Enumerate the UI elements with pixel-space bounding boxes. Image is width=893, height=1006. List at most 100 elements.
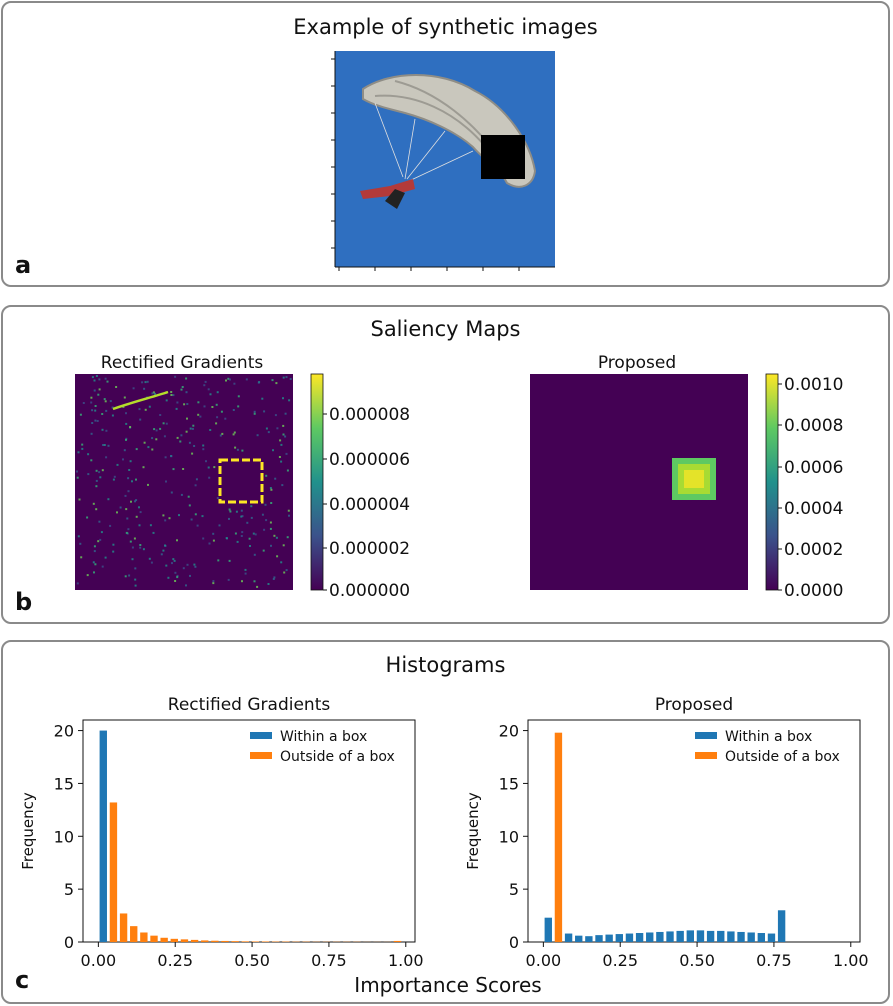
image-axis-ticks: [331, 58, 520, 271]
hist-bar: [747, 932, 755, 942]
right-cbar-tick-5: 0.0002: [784, 540, 843, 560]
noise-dot: [269, 521, 272, 524]
noise-dot: [282, 424, 285, 427]
noise-dot: [171, 562, 173, 565]
noise-dot: [280, 561, 283, 564]
noise-dot: [109, 524, 112, 527]
y-tick-label: 5: [64, 880, 74, 899]
noise-dot: [116, 463, 119, 466]
noise-dot: [282, 376, 285, 379]
noise-dot: [131, 480, 133, 483]
noise-dot: [76, 582, 79, 585]
noise-dot: [77, 535, 80, 538]
noise-dot: [189, 427, 192, 430]
hist-bar: [140, 932, 148, 942]
legend-swatch: [695, 732, 717, 739]
right-cbar-tick-3: 0.0006: [784, 458, 843, 478]
noise-dot: [105, 429, 108, 432]
noise-dot: [237, 405, 240, 408]
hist-bar: [625, 933, 634, 942]
noise-dot: [212, 582, 215, 585]
hist-bar: [656, 931, 664, 942]
noise-dot: [185, 391, 188, 394]
noise-dot: [286, 536, 289, 539]
noise-dot: [220, 410, 223, 413]
noise-dot: [172, 394, 175, 397]
noise-dot: [228, 508, 231, 511]
noise-dot: [134, 584, 137, 587]
noise-dot: [199, 415, 202, 418]
noise-dot: [112, 478, 115, 481]
noise-dot: [92, 561, 95, 564]
noise-dot: [106, 380, 109, 383]
noise-dot: [104, 400, 107, 403]
noise-dot: [142, 466, 145, 469]
noise-dot: [185, 430, 188, 433]
noise-dot: [115, 386, 118, 388]
hist-bar: [757, 933, 766, 942]
hist-bar: [130, 926, 138, 942]
noise-dot: [90, 432, 93, 435]
noise-dot: [131, 546, 134, 549]
noise-dot: [225, 537, 228, 540]
noise-dot: [212, 532, 215, 535]
noise-dot: [159, 414, 162, 416]
y-tick-label: 5: [509, 880, 519, 899]
noise-dot: [107, 498, 110, 501]
noise-dot: [180, 388, 183, 391]
noise-dot: [188, 441, 191, 444]
noise-dot: [272, 578, 275, 580]
noise-dot: [265, 519, 268, 522]
noise-dot: [98, 471, 101, 474]
noise-dot: [267, 431, 270, 434]
noise-dot: [100, 531, 103, 534]
saliency-figure: Rectified Gradients Proposed 0.000008 0.…: [75, 353, 843, 601]
synthetic-image-figure: [331, 51, 555, 271]
noise-dot: [155, 429, 158, 432]
noise-dot: [256, 585, 259, 588]
noise-dot: [253, 412, 256, 415]
noise-dot: [273, 576, 276, 579]
noise-dot: [79, 413, 82, 416]
legend-swatch: [250, 752, 272, 759]
noise-dot: [99, 476, 102, 479]
noise-dot: [138, 506, 140, 509]
noise-dot: [104, 556, 107, 559]
noise-dot: [269, 487, 272, 489]
noise-dot: [179, 440, 182, 443]
noise-dot: [201, 515, 204, 518]
x-tick-label: 1.00: [388, 951, 424, 970]
noise-dot: [176, 576, 179, 579]
hist-bar: [251, 941, 260, 942]
noise-dot: [93, 571, 95, 574]
noise-dot: [209, 429, 212, 431]
noise-dot: [233, 431, 236, 434]
noise-dot: [165, 399, 168, 402]
noise-dot: [240, 509, 243, 512]
noise-dot: [98, 388, 101, 391]
noise-dot: [138, 408, 141, 411]
noise-dot: [257, 381, 260, 384]
noise-dot: [194, 484, 197, 487]
noise-dot: [192, 424, 195, 427]
noise-dot: [270, 544, 272, 547]
noise-dot: [284, 435, 287, 438]
noise-dot: [94, 419, 97, 422]
noise-dot: [288, 399, 291, 402]
noise-dot: [186, 403, 189, 405]
noise-dot: [250, 516, 253, 519]
noise-dot: [288, 514, 290, 517]
noise-dot: [236, 540, 239, 543]
noise-dot: [81, 443, 84, 446]
noise-dot: [244, 572, 247, 575]
noise-dot: [87, 473, 90, 476]
noise-dot: [134, 500, 136, 503]
noise-dot: [244, 568, 247, 571]
noise-dot: [246, 521, 249, 524]
noise-dot: [215, 422, 218, 425]
noise-dot: [112, 543, 115, 546]
hist-bar: [150, 935, 158, 942]
noise-dot: [216, 391, 219, 394]
noise-dot: [224, 417, 227, 420]
noise-dot: [128, 574, 131, 577]
